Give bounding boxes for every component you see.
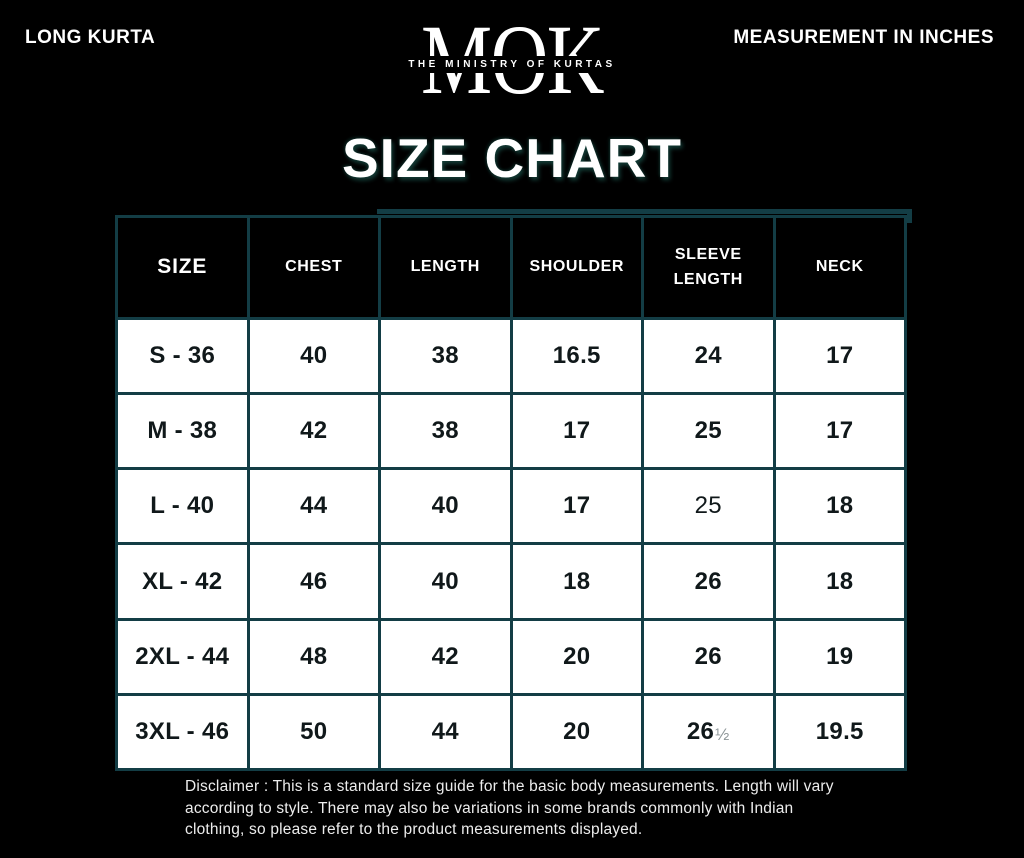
measurement-cell: 26 [644, 545, 773, 618]
disclaimer-text: Disclaimer : This is a standard size gui… [185, 778, 834, 838]
measurement-cell: 19.5 [775, 695, 904, 768]
measurement-cell: 25 [644, 470, 773, 543]
measurement-cell: 38 [381, 320, 510, 393]
units-label: MEASUREMENT IN INCHES [733, 27, 994, 48]
measurement-cell: 20 [512, 620, 641, 693]
column-header-sleeve-length: SLEEVE LENGTH [644, 218, 773, 317]
size-row-label: 3XL - 46 [118, 695, 247, 768]
column-header-shoulder: SHOULDER [512, 218, 641, 317]
column-header-size: SIZE [118, 218, 247, 317]
measurement-cell: 17 [512, 470, 641, 543]
measurement-cell: 46 [249, 545, 378, 618]
measurement-cell: 26 [644, 620, 773, 693]
measurement-cell: 40 [381, 545, 510, 618]
measurement-cell: 42 [381, 620, 510, 693]
measurement-cell: 20 [512, 695, 641, 768]
measurement-cell: 16.5 [512, 320, 641, 393]
measurement-cell: 17 [512, 395, 641, 468]
brand-logo: MOK THE MINISTRY OF KURTAS [382, 10, 642, 110]
measurement-cell: 18 [512, 545, 641, 618]
measurement-cell: 19 [775, 620, 904, 693]
measurement-cell: 40 [249, 320, 378, 393]
measurement-cell: 25 [644, 395, 773, 468]
measurement-cell: 38 [381, 395, 510, 468]
measurement-cell: 44 [249, 470, 378, 543]
measurement-cell: 50 [249, 695, 378, 768]
size-row-label: 2XL - 44 [118, 620, 247, 693]
size-row-label: XL - 42 [118, 545, 247, 618]
measurement-cell: 48 [249, 620, 378, 693]
page-title: SIZE CHART [342, 127, 682, 189]
measurement-cell: 18 [775, 545, 904, 618]
table-offset-border-top [377, 209, 911, 214]
column-header-neck: NECK [775, 218, 904, 317]
size-row-label: M - 38 [118, 395, 247, 468]
measurement-cell: 18 [775, 470, 904, 543]
measurement-cell: 17 [775, 395, 904, 468]
brand-tagline: THE MINISTRY OF KURTAS [402, 56, 622, 73]
measurement-cell: 17 [775, 320, 904, 393]
column-header-length: LENGTH [381, 218, 510, 317]
measurement-cell: 40 [381, 470, 510, 543]
measurement-cell: 44 [381, 695, 510, 768]
half-fraction: ½ [715, 724, 730, 744]
table-offset-border-right [907, 209, 912, 223]
measurement-cell: 42 [249, 395, 378, 468]
size-row-label: L - 40 [118, 470, 247, 543]
size-table-grid: SIZE CHEST LENGTH SHOULDER SLEEVE LENGTH NECK… [115, 215, 907, 771]
size-table: SIZE CHEST LENGTH SHOULDER SLEEVE LENGTH NECK… [115, 209, 912, 771]
measurement-cell: 26 ½ [644, 695, 773, 768]
size-row-label: S - 36 [118, 320, 247, 393]
column-header-chest: CHEST [249, 218, 378, 317]
product-type-label: LONG KURTA [25, 27, 156, 48]
measurement-cell: 24 [644, 320, 773, 393]
